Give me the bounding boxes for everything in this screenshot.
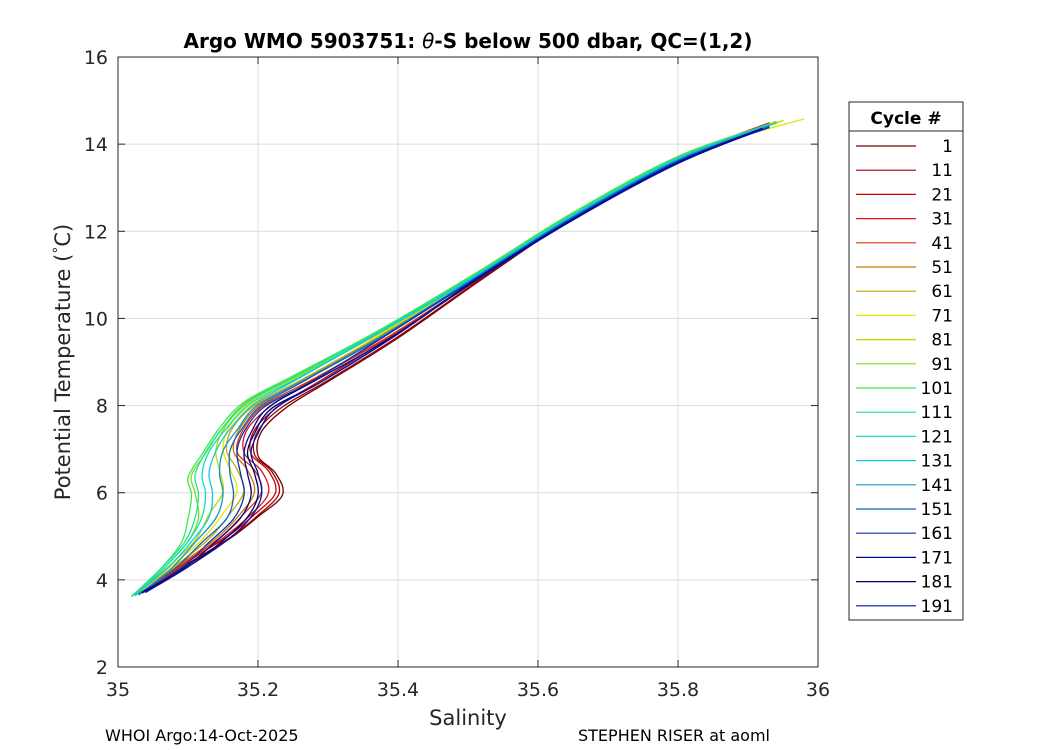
legend-entry: 41	[856, 234, 953, 254]
axes-frame	[117, 56, 819, 668]
series-line-cycle-161	[141, 126, 770, 594]
series-line-cycle-191	[145, 128, 763, 593]
legend-entry: 31	[856, 210, 953, 230]
legend-entry: 181	[856, 573, 953, 593]
y-tick-label: 10	[84, 308, 108, 330]
y-tick-label: 16	[84, 47, 108, 69]
x-axis-label: Salinity	[429, 706, 507, 730]
series-line-cycle-171	[141, 127, 763, 593]
title-prefix: Argo WMO 5903751:	[184, 29, 423, 53]
legend-label: 21	[931, 185, 953, 205]
y-tick-label: 12	[84, 221, 108, 243]
series-line-cycle-141	[138, 125, 770, 596]
y-axis-label: Potential Temperature (°C)	[51, 224, 75, 500]
legend-label: 71	[931, 306, 953, 326]
legend-label: 171	[921, 548, 953, 568]
y-tick-label: 8	[96, 396, 108, 418]
legend-label: 11	[931, 161, 953, 181]
legend-label: 1	[942, 137, 953, 157]
title-suffix: -S below 500 dbar, QC=(1,2)	[434, 29, 752, 53]
legend-label: 51	[931, 258, 953, 278]
legend-label: 91	[931, 355, 953, 375]
footer-right: STEPHEN RISER at aoml	[578, 726, 770, 745]
legend-entry: 191	[856, 597, 953, 617]
series-line-cycle-131	[134, 124, 770, 596]
y-axis-label-degree: °	[51, 247, 67, 254]
tick-labels: 35 35.2 35.4 35.6 35.8 36 2 4 6 8 10 12 14 16	[84, 47, 830, 701]
legend-label: 41	[931, 234, 953, 254]
legend-entry: 121	[856, 427, 953, 447]
plot-area: 35 35.2 35.4 35.6 35.8 36 2 4 6 8 10 12 14 16	[84, 47, 830, 701]
ticks	[117, 56, 819, 668]
legend-entry: 131	[856, 452, 953, 472]
legend-entry: 111	[856, 403, 953, 423]
series-line-cycle-111	[131, 122, 777, 597]
legend-entry: 21	[856, 185, 953, 205]
legend-entry: 71	[856, 306, 953, 326]
axes-box	[118, 57, 818, 667]
y-axis-label-unit: C)	[51, 224, 75, 247]
chart-title: Argo WMO 5903751: θ-S below 500 dbar, QC…	[184, 29, 753, 53]
legend-entry: 91	[856, 355, 953, 375]
footer-left: WHOI Argo:14-Oct-2025	[105, 726, 299, 745]
legend-entry: 171	[856, 548, 953, 568]
series-line-cycle-121	[134, 123, 770, 597]
legend-label: 161	[921, 524, 953, 544]
series-line-cycle-151	[138, 126, 770, 595]
y-tick-label: 4	[96, 570, 108, 592]
legend-title: Cycle #	[870, 109, 941, 129]
series-layer	[131, 118, 805, 598]
legend-label: 101	[921, 379, 953, 399]
x-tick-label: 35	[106, 679, 130, 701]
legend-entry: 161	[856, 524, 953, 544]
legend-label: 141	[921, 476, 953, 496]
title-theta-symbol: θ	[422, 29, 434, 53]
y-axis-label-main: Potential Temperature (	[51, 254, 75, 501]
y-tick-label: 6	[96, 483, 108, 505]
legend-entry: 151	[856, 500, 953, 520]
legend-entry: 11	[856, 161, 953, 181]
legend-label: 151	[921, 500, 953, 520]
y-tick-label: 14	[84, 134, 108, 156]
legend-entry: 141	[856, 476, 953, 496]
legend-entry: 101	[856, 379, 953, 399]
x-tick-label: 36	[806, 679, 830, 701]
x-tick-label: 35.8	[657, 679, 699, 701]
legend-label: 31	[931, 210, 953, 230]
legend-label: 131	[921, 452, 953, 472]
legend-label: 121	[921, 427, 953, 447]
x-tick-label: 35.2	[237, 679, 279, 701]
x-tick-label: 35.4	[377, 679, 419, 701]
legend-entries: 1112131415161718191101111121131141151161…	[856, 137, 953, 617]
legend-label: 191	[921, 597, 953, 617]
x-tick-label: 35.6	[517, 679, 559, 701]
legend-label: 81	[931, 331, 953, 351]
y-tick-label: 2	[96, 657, 108, 679]
legend-label: 181	[921, 573, 953, 593]
series-line-cycle-101	[131, 122, 777, 598]
legend-label: 111	[921, 403, 953, 423]
legend-entry: 51	[856, 258, 953, 278]
legend: Cycle # 11121314151617181911011111211311…	[848, 101, 964, 621]
legend-entry: 1	[856, 137, 953, 157]
legend-entry: 61	[856, 282, 953, 302]
legend-label: 61	[931, 282, 953, 302]
legend-entry: 81	[856, 331, 953, 351]
